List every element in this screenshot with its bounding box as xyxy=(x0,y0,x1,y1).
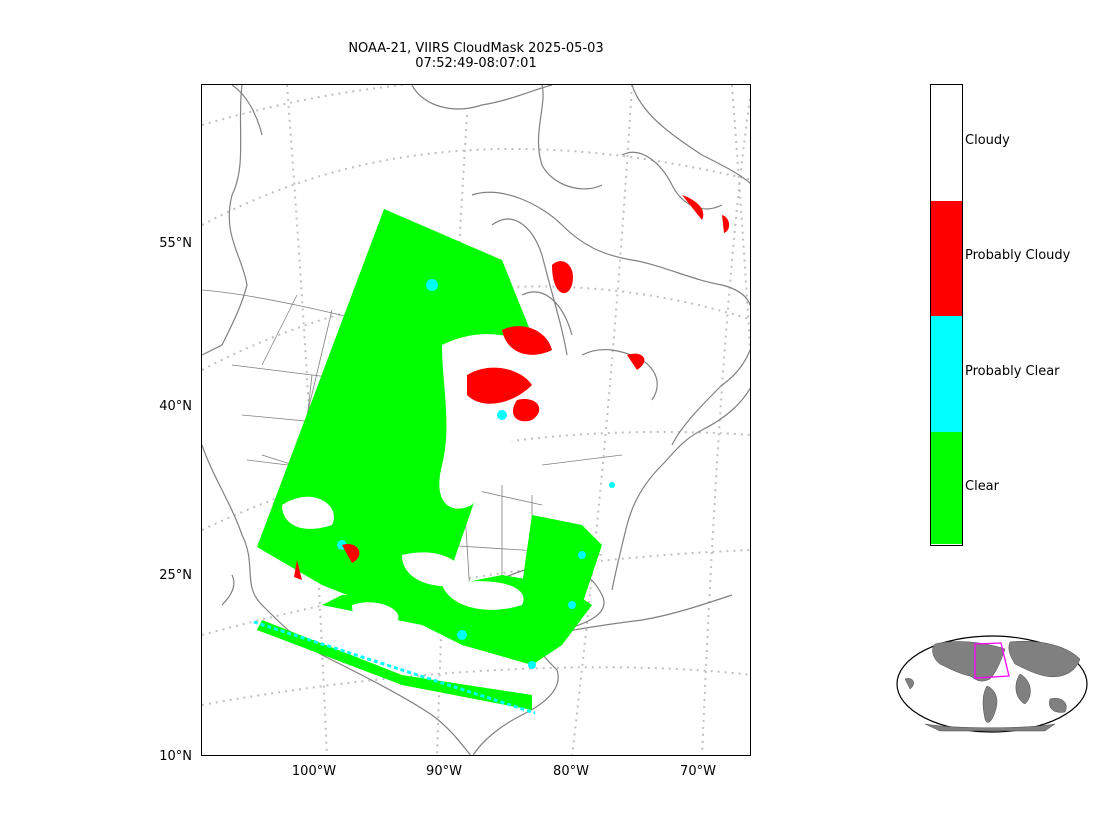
probably-clear-patches xyxy=(337,279,615,669)
lon-label-70w: 70°W xyxy=(680,764,716,779)
legend-label-probably-cloudy: Probably Cloudy xyxy=(965,248,1071,263)
globe-landmasses xyxy=(904,641,1081,732)
swath-clear-mexico xyxy=(257,620,532,710)
graticule xyxy=(202,85,750,755)
colorbar xyxy=(930,84,963,546)
probably-cloudy-patches xyxy=(294,195,730,580)
map-title-line2: 07:52:49-08:07:01 xyxy=(415,56,537,71)
lat-label-40: 40°N xyxy=(159,399,192,414)
lon-label-80w: 80°W xyxy=(553,764,589,779)
map-canvas xyxy=(202,85,750,755)
colorbar-probably-cloudy xyxy=(931,200,962,316)
lat-label-55: 55°N xyxy=(159,236,192,251)
lon-label-90w: 90°W xyxy=(426,764,462,779)
lat-label-10: 10°N xyxy=(159,749,192,764)
swath-clear-east xyxy=(522,515,602,645)
lon-label-100w: 100°W xyxy=(291,764,337,779)
map-title-line1: NOAA-21, VIIRS CloudMask 2025-05-03 xyxy=(348,41,604,56)
swath-edge-stripe xyxy=(253,620,536,715)
colorbar-clear xyxy=(931,431,962,544)
legend-label-clear: Clear xyxy=(965,479,999,494)
colorbar-cloudy xyxy=(931,85,962,201)
globe-extent-box xyxy=(974,642,1010,679)
legend-label-probably-clear: Probably Clear xyxy=(965,364,1060,379)
cloudmask-map xyxy=(201,84,751,756)
lat-label-25: 25°N xyxy=(159,568,192,583)
legend-label-cloudy: Cloudy xyxy=(965,133,1010,148)
colorbar-probably-clear xyxy=(931,316,962,432)
overview-globe-icon xyxy=(896,635,1088,733)
